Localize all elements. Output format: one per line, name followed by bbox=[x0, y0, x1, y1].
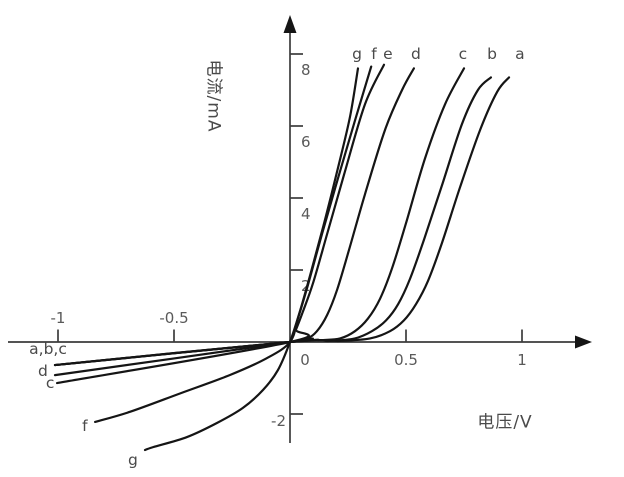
x-tick-label: 1 bbox=[517, 351, 527, 369]
curve-label-d: d bbox=[38, 362, 48, 380]
curve-b bbox=[53, 76, 493, 367]
curve-e bbox=[55, 63, 386, 385]
x-tick-label: 0.5 bbox=[394, 351, 418, 369]
curve-label-g: g bbox=[128, 451, 138, 469]
y-axis-title: 电流/mA bbox=[203, 59, 224, 133]
y-axis-arrow bbox=[283, 15, 297, 33]
y-tick-label: 4 bbox=[301, 205, 311, 223]
y-tick-label: 8 bbox=[301, 61, 311, 79]
curve-label-b: b bbox=[487, 45, 497, 63]
curve-label-a: a bbox=[515, 45, 525, 63]
curve-label-c: c bbox=[46, 374, 55, 392]
curve-label-g: g bbox=[352, 45, 362, 63]
x-axis-title: 电压/V bbox=[477, 412, 533, 433]
curve-label-d: d bbox=[411, 45, 421, 63]
y-tick-label: 2 bbox=[301, 277, 311, 295]
y-tick-label: -2 bbox=[271, 412, 286, 430]
x-tick-label: -1 bbox=[51, 309, 66, 327]
curve-label-abc: a,b,c bbox=[29, 340, 67, 358]
x-tick-label: 0 bbox=[300, 351, 310, 369]
curve-label-c: c bbox=[459, 45, 468, 63]
curve-label-f: f bbox=[371, 45, 377, 63]
x-tick-label: -0.5 bbox=[159, 309, 188, 327]
curve-a bbox=[53, 76, 511, 367]
y-tick-label: 6 bbox=[301, 133, 311, 151]
curve-label-f: f bbox=[82, 417, 88, 435]
x-axis-arrow bbox=[575, 335, 592, 349]
curve-label-e: e bbox=[383, 45, 393, 63]
curve-d bbox=[53, 67, 415, 377]
curve-g bbox=[143, 67, 360, 452]
